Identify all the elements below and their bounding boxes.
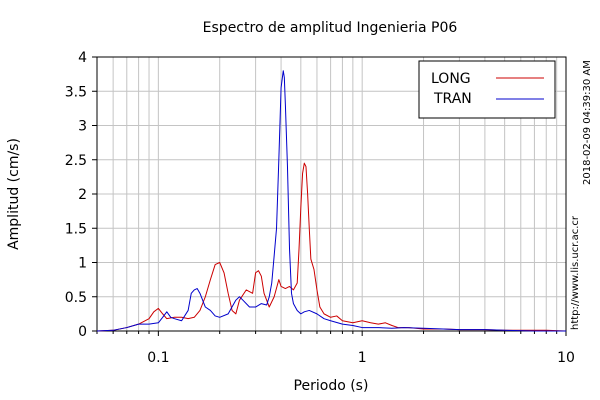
x-tick-label: 1 [358, 350, 367, 366]
source-url-text: http://www.lis.ucr.ac.cr [570, 215, 581, 330]
legend-label-long: LONG [431, 71, 471, 87]
legend-box [418, 60, 556, 119]
y-tick-label: 1 [78, 256, 87, 272]
y-tick-label: 4 [78, 50, 87, 66]
chart-title: Espectro de amplitud Ingenieria P06 [203, 20, 458, 36]
y-axis-label: Amplitud (cm/s) [6, 138, 22, 250]
axis-ticks: 0 0.5 1 1.5 2 2.5 3 3.5 4 0.1 1 10 [65, 50, 575, 366]
y-tick-label: 2 [78, 187, 87, 203]
y-tick-label: 2.5 [65, 153, 87, 169]
series-lines [96, 70, 567, 332]
y-tick-label: 0 [78, 324, 87, 340]
timestamp-text: 2018-02-09 04:39:30 AM [582, 60, 593, 185]
series-line-tran [96, 70, 566, 332]
y-tick-label: 0.5 [65, 290, 87, 306]
series-line-long [96, 162, 567, 332]
x-tick-label: 0.1 [147, 350, 169, 366]
y-tick-label: 1.5 [65, 221, 87, 237]
x-tick-label: 10 [557, 350, 575, 366]
legend: LONG TRAN [418, 60, 556, 119]
legend-label-tran: TRAN [433, 91, 472, 107]
x-axis-label: Periodo (s) [294, 378, 369, 394]
y-tick-label: 3 [78, 119, 87, 135]
y-tick-label: 3.5 [65, 84, 87, 100]
